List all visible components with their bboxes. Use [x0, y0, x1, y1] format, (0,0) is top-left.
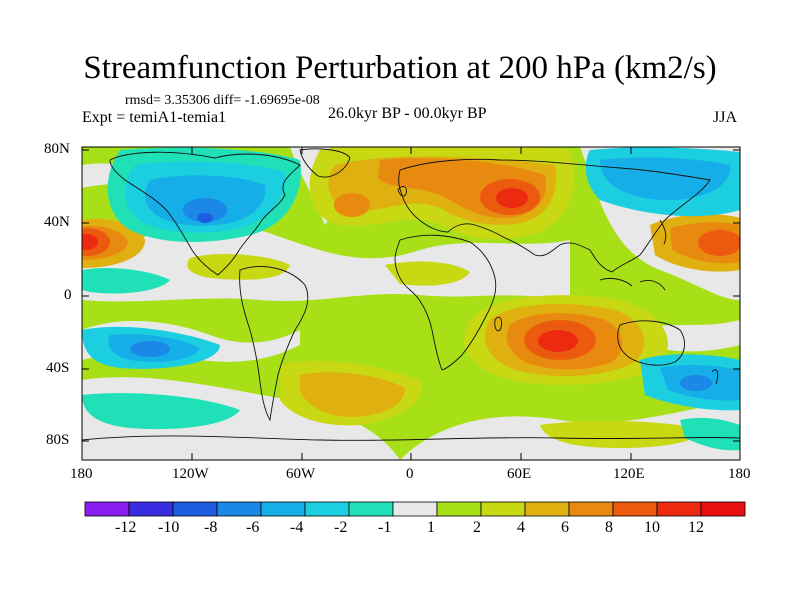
- map-title: Streamfunction Perturbation at 200 hPa (…: [83, 50, 717, 86]
- contour-field: [82, 147, 740, 460]
- lat-label-40n: 40N: [44, 214, 70, 230]
- positive-anomaly: [82, 234, 98, 250]
- lat-label-80s: 80S: [46, 432, 70, 448]
- negative-anomaly: [82, 268, 170, 294]
- colorbar-label: -4: [290, 519, 304, 536]
- lat-label-40s: 40S: [46, 360, 70, 376]
- negative-anomaly: [680, 417, 740, 451]
- coastlines: [82, 148, 740, 441]
- lon-label-120e: 120E: [613, 466, 645, 482]
- lon-label-0: 0: [406, 466, 414, 482]
- colorbar-label: 10: [644, 519, 660, 536]
- positive-anomaly: [334, 193, 370, 217]
- season-label: JJA: [713, 109, 738, 126]
- coastline-antarctica: [82, 435, 740, 441]
- positive-anomaly: [187, 254, 290, 280]
- positive-anomaly: [540, 420, 701, 448]
- positive-anomaly: [496, 188, 528, 208]
- colorbar-swatch: [260, 501, 306, 517]
- positive-anomaly: [300, 372, 405, 418]
- positive-anomaly: [698, 230, 740, 256]
- colorbar-swatch: [612, 501, 658, 517]
- colorbar-label: -2: [334, 519, 348, 536]
- colorbar-swatch: [304, 501, 350, 517]
- colorbar-swatch: [216, 501, 262, 517]
- lon-label-180w: 180: [70, 466, 93, 482]
- colorbar-swatch: [436, 501, 482, 517]
- colorbar-label: 2: [473, 519, 481, 536]
- colorbar-swatch: [480, 501, 526, 517]
- colorbar-label: 6: [561, 519, 569, 536]
- colorbar-swatch: [524, 501, 570, 517]
- colorbar-label: -12: [115, 519, 137, 536]
- colorbar-label: -1: [378, 519, 392, 536]
- negative-anomaly: [82, 393, 240, 430]
- lon-label-120w: 120W: [172, 466, 209, 482]
- colorbar-swatch: [568, 501, 614, 517]
- colorbar-swatch: [392, 501, 438, 517]
- experiment-label: Expt = temiA1-temia1: [82, 109, 227, 126]
- negative-anomaly: [600, 157, 731, 201]
- negative-anomaly: [130, 341, 170, 357]
- stats-text: rmsd= 3.35306 diff= -1.69695e-08: [125, 93, 320, 108]
- lat-label-0: 0: [64, 287, 72, 303]
- colorbar-swatch: [656, 501, 702, 517]
- colorbar-swatch: [348, 501, 394, 517]
- coastline-greenland: [299, 148, 351, 178]
- lon-label-180e: 180: [728, 466, 751, 482]
- coastline-africa: [394, 234, 497, 371]
- colorbar-swatch: [700, 501, 746, 517]
- period-label: 26.0kyr BP - 00.0kyr BP: [328, 105, 487, 122]
- colorbar-label: 1: [427, 519, 435, 536]
- coastline-new-zealand: [711, 369, 719, 385]
- colorbar-label: 4: [517, 519, 525, 536]
- coastline-indonesia: [599, 277, 666, 291]
- coastline-japan: [659, 219, 667, 245]
- coastline-south-america: [239, 266, 309, 422]
- colorbar: [84, 501, 746, 517]
- colorbar-label: 8: [605, 519, 613, 536]
- colorbar-label: -10: [158, 519, 180, 536]
- positive-anomaly: [385, 261, 470, 286]
- coastline-uk: [397, 186, 407, 197]
- negative-anomaly: [183, 198, 227, 222]
- coastline-eurasia: [398, 158, 711, 273]
- colorbar-swatch: [84, 501, 130, 517]
- colorbar-label: -8: [204, 519, 218, 536]
- coastline-madagascar: [494, 316, 502, 332]
- coastline-australia: [617, 320, 686, 366]
- colorbar-swatch: [128, 501, 174, 517]
- negative-anomaly: [197, 213, 213, 223]
- colorbar-label: 12: [688, 519, 704, 536]
- positive-anomaly: [538, 330, 578, 352]
- lon-label-60e: 60E: [507, 466, 532, 482]
- coastline-north-america: [109, 151, 301, 276]
- negative-anomaly: [680, 375, 712, 391]
- lon-label-60w: 60W: [286, 466, 316, 482]
- colorbar-label: -6: [246, 519, 260, 536]
- colorbar-swatch: [172, 501, 218, 517]
- axis-ticks: [81, 147, 741, 460]
- lat-label-80n: 80N: [44, 141, 70, 157]
